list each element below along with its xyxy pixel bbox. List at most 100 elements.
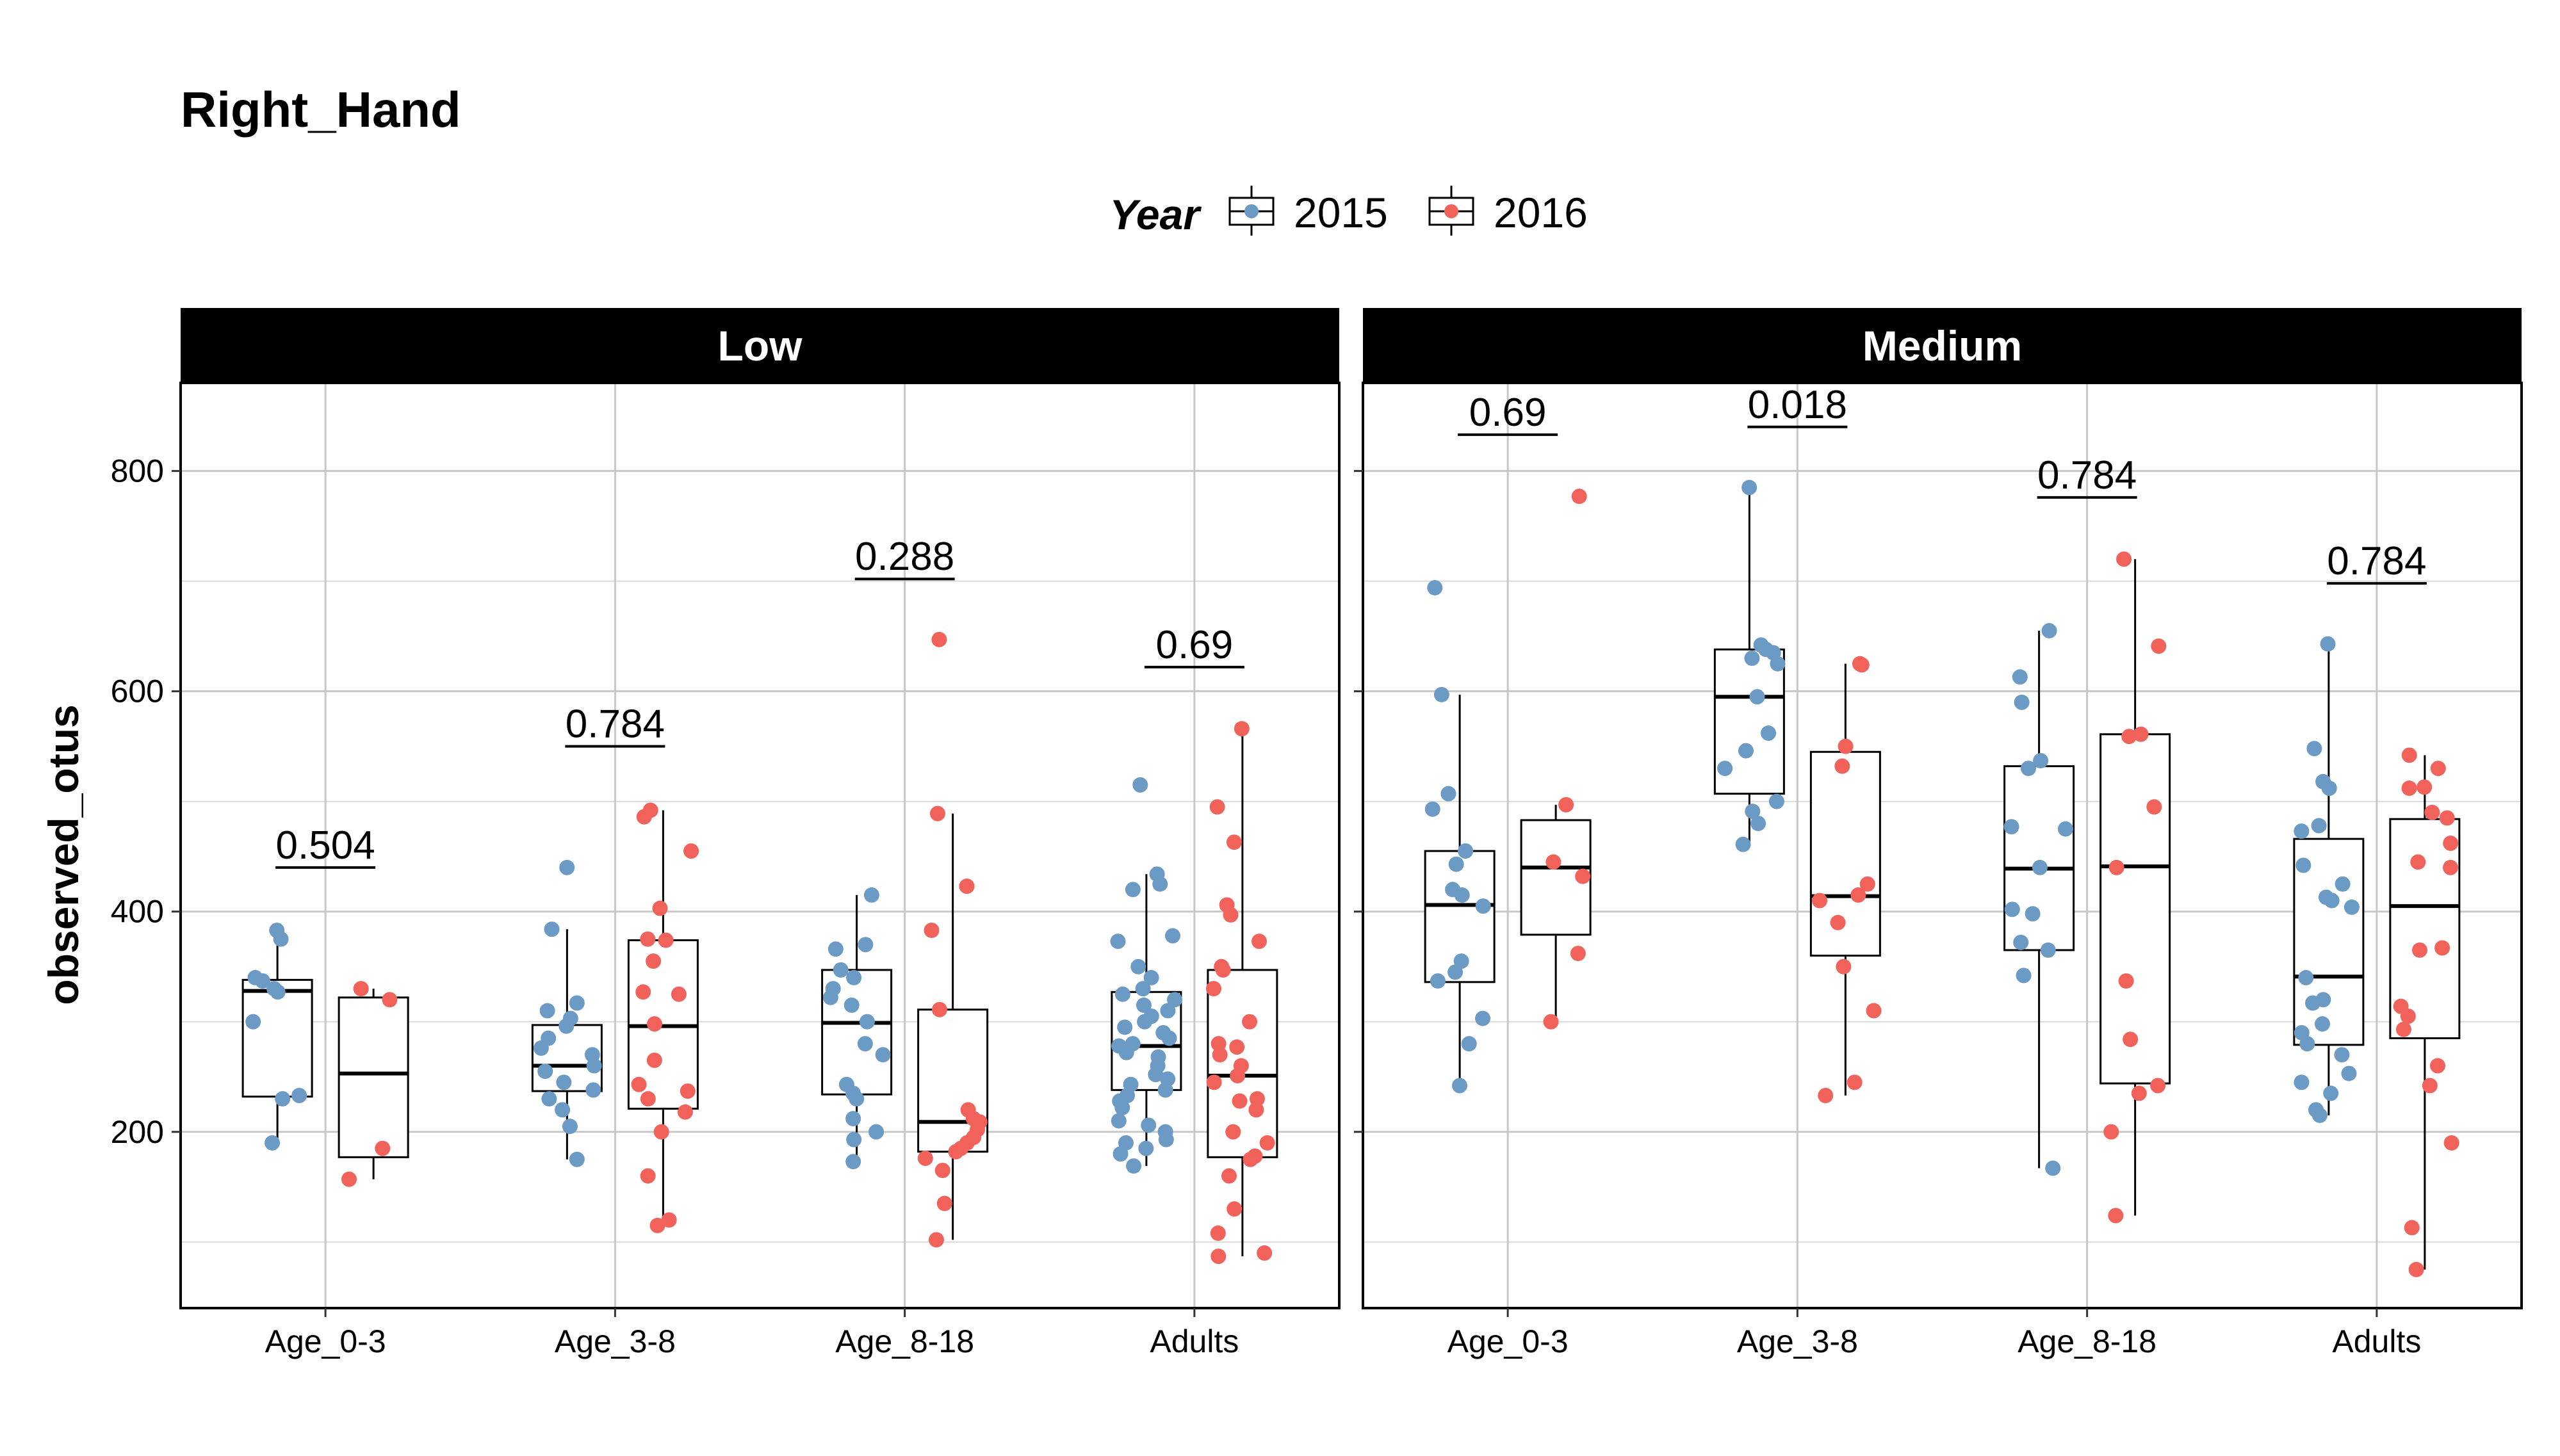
- legend-entry-2015: 2015: [1228, 186, 1388, 236]
- data-point: [2443, 1135, 2459, 1151]
- facet-strip-label: Medium: [1863, 322, 2022, 369]
- data-point: [948, 1144, 964, 1160]
- data-point: [1114, 986, 1130, 1002]
- data-point: [683, 843, 699, 859]
- panel-border: [179, 382, 1341, 1309]
- data-point: [844, 997, 860, 1013]
- data-point: [1257, 1245, 1273, 1261]
- data-point: [245, 1014, 261, 1030]
- data-point: [1232, 1093, 1248, 1109]
- facet-strip: [1363, 308, 2522, 383]
- data-point: [1571, 489, 1587, 505]
- data-point: [1226, 834, 1242, 850]
- data-point: [2314, 1016, 2330, 1032]
- box-2016: [1205, 721, 1278, 1265]
- facet-panel-low: Low 0.504 0.784 0.288 0.69 Age_0-3 Age_3-8 Age_…: [111, 308, 1341, 1359]
- data-point: [2004, 902, 2020, 918]
- data-point: [586, 1058, 602, 1074]
- data-point: [2424, 804, 2440, 820]
- data-point: [1118, 1044, 1134, 1060]
- data-point: [1164, 928, 1180, 944]
- data-point: [1830, 914, 1846, 930]
- data-point: [2335, 876, 2351, 892]
- data-point: [636, 809, 652, 825]
- data-point: [1136, 997, 1152, 1013]
- box-2016: [338, 981, 409, 1187]
- data-point: [1230, 1068, 1246, 1084]
- group-adults: 0.784: [2293, 539, 2461, 1277]
- facet-strip: [181, 308, 1339, 383]
- data-point: [2003, 819, 2019, 835]
- p-value-label: 0.784: [566, 702, 665, 747]
- data-point: [270, 984, 286, 1000]
- data-point: [646, 1052, 662, 1068]
- data-point: [1847, 1074, 1863, 1090]
- data-point: [635, 984, 651, 1000]
- data-point: [1251, 934, 1268, 950]
- data-point: [2013, 934, 2029, 950]
- y-tick-label: 400: [111, 894, 164, 930]
- data-point: [2016, 967, 2032, 983]
- data-point: [1141, 1117, 1157, 1133]
- data-point: [1440, 786, 1456, 802]
- data-point: [658, 932, 674, 948]
- data-point: [2299, 1036, 2315, 1052]
- x-tick-label: Adults: [2332, 1323, 2421, 1359]
- data-point: [569, 995, 585, 1011]
- chart-title: Right_Hand: [181, 81, 461, 138]
- data-point: [1137, 1014, 1153, 1030]
- data-point: [931, 1001, 947, 1017]
- p-value-label: 0.69: [1469, 391, 1547, 435]
- p-value-label: 0.018: [1748, 383, 1847, 427]
- data-point: [2032, 859, 2048, 875]
- data-point: [1148, 1067, 1164, 1083]
- legend-label: 2016: [1494, 189, 1588, 236]
- data-point: [1575, 868, 1591, 884]
- box-2016: [1809, 656, 1882, 1103]
- legend-label: 2015: [1294, 189, 1388, 236]
- data-point: [2411, 942, 2427, 958]
- data-point: [1114, 1099, 1130, 1115]
- legend: 2015 2016: [1228, 186, 1588, 236]
- data-point: [2323, 1085, 2339, 1101]
- data-point: [1259, 1135, 1275, 1151]
- data-point: [846, 969, 862, 985]
- group-age_0-3: 0.69: [1424, 391, 1592, 1094]
- data-point: [533, 1040, 549, 1056]
- data-point: [1741, 480, 1757, 496]
- data-point: [1167, 992, 1183, 1008]
- data-point: [858, 937, 874, 953]
- data-point: [2041, 623, 2057, 639]
- data-point: [640, 931, 656, 947]
- x-tick-label: Adults: [1150, 1323, 1239, 1359]
- data-point: [341, 1171, 357, 1187]
- data-point: [2395, 1021, 2411, 1037]
- data-point: [1229, 1039, 1245, 1055]
- data-point: [640, 1168, 656, 1184]
- data-point: [928, 1232, 944, 1248]
- data-point: [275, 1091, 291, 1107]
- p-value-label: 0.69: [1156, 623, 1234, 667]
- box-iqr: [2099, 733, 2171, 1085]
- data-point: [1749, 689, 1765, 705]
- data-point: [2434, 940, 2450, 956]
- data-point: [2341, 1065, 2357, 1081]
- data-point: [1433, 686, 1449, 702]
- data-point: [647, 1016, 663, 1032]
- x-tick-label: Age_0-3: [1447, 1323, 1569, 1359]
- group-adults: 0.69: [1110, 623, 1278, 1265]
- data-point: [1248, 1102, 1264, 1118]
- data-point: [1225, 1124, 1241, 1140]
- data-point: [833, 962, 849, 978]
- box-2016: [917, 631, 989, 1248]
- data-point: [1458, 843, 1474, 859]
- data-point: [569, 1151, 585, 1167]
- data-point: [959, 878, 975, 894]
- data-point: [2150, 1078, 2166, 1094]
- data-point: [559, 859, 575, 875]
- facet-panels: Low 0.504 0.784 0.288 0.69 Age_0-3 Age_3-8 Age_…: [111, 308, 2523, 1359]
- legend-title: Year: [1109, 191, 1202, 238]
- data-point: [2020, 761, 2036, 777]
- data-point: [2430, 1058, 2446, 1074]
- data-point: [2108, 859, 2124, 875]
